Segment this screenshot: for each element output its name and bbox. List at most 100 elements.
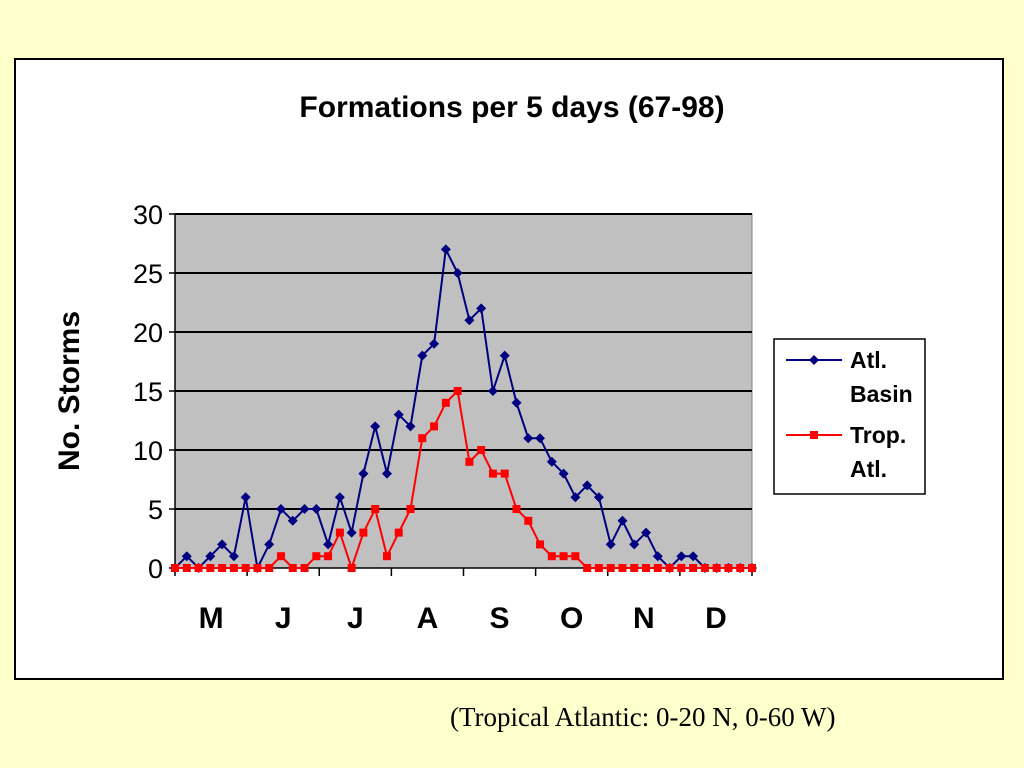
data-point-square: [536, 540, 545, 549]
x-category-label: D: [705, 602, 727, 635]
data-point-square: [571, 552, 580, 561]
x-category-label: J: [347, 602, 364, 635]
data-point-diamond: [370, 421, 381, 432]
data-point-diamond: [676, 551, 687, 562]
data-point-diamond: [228, 551, 239, 562]
x-category-label: O: [560, 602, 583, 635]
data-point-square: [430, 422, 439, 431]
data-point-square: [324, 552, 333, 561]
data-point-square: [665, 564, 674, 572]
data-point-square: [300, 564, 309, 572]
data-point-diamond: [523, 433, 534, 444]
data-point-square: [689, 564, 698, 572]
data-point-square: [594, 564, 603, 572]
data-point-square: [394, 528, 403, 537]
y-tick-label: 15: [133, 377, 163, 407]
data-point-diamond: [629, 539, 640, 550]
legend-label: Atl.: [850, 347, 887, 373]
data-point-square: [218, 564, 227, 572]
data-point-square: [500, 469, 509, 478]
data-point-diamond: [393, 409, 404, 420]
data-point-square: [583, 564, 592, 572]
data-point-diamond: [334, 492, 345, 503]
data-point-square: [382, 552, 391, 561]
data-point-diamond: [452, 268, 463, 278]
y-tick-label: 10: [133, 436, 163, 466]
data-point-square: [276, 552, 285, 561]
legend-label: Atl.: [850, 456, 887, 482]
y-tick-label: 20: [133, 318, 163, 348]
data-point-diamond: [181, 551, 192, 562]
data-point-diamond: [429, 338, 440, 349]
data-point-square: [512, 505, 521, 513]
data-point-diamond: [511, 397, 522, 408]
data-point-diamond: [311, 504, 322, 514]
y-tick-label: 5: [148, 495, 163, 525]
data-point-diamond: [217, 539, 228, 550]
data-point-diamond: [323, 539, 334, 550]
data-point-square: [441, 398, 450, 407]
data-point-square: [547, 552, 556, 561]
y-tick-label: 30: [133, 200, 163, 230]
data-point-square: [347, 564, 356, 572]
data-point-square: [371, 505, 380, 513]
data-point-square: [712, 564, 721, 572]
x-category-label: J: [275, 602, 292, 635]
data-point-square: [477, 446, 486, 454]
data-point-diamond: [476, 303, 487, 314]
legend-marker-square: [810, 431, 818, 439]
data-point-diamond: [558, 468, 569, 479]
data-point-square: [418, 434, 427, 443]
data-point-diamond: [440, 244, 451, 255]
data-point-diamond: [535, 433, 546, 444]
x-category-label: N: [633, 602, 655, 635]
chart-svg: Formations per 5 days (67-98) 0 5 10 15 20 25…: [53, 91, 926, 635]
series-1: [171, 387, 756, 572]
data-point-diamond: [464, 315, 475, 326]
data-point-square: [182, 564, 191, 572]
data-point-square: [524, 516, 533, 525]
data-point-square: [312, 552, 321, 561]
data-point-square: [406, 505, 415, 513]
data-point-diamond: [605, 539, 616, 550]
data-point-square: [335, 528, 344, 537]
series-group: [170, 244, 757, 573]
data-point-square: [206, 564, 215, 572]
data-point-diamond: [275, 504, 286, 514]
data-point-square: [606, 564, 615, 572]
data-point-diamond: [499, 350, 510, 361]
data-point-square: [677, 564, 686, 572]
data-point-diamond: [264, 539, 275, 550]
legend: Atl. Basin Trop. Atl.: [773, 338, 926, 495]
series-line: [174, 245, 752, 572]
data-point-square: [642, 564, 651, 572]
x-category-label: M: [199, 602, 224, 635]
data-point-square: [724, 564, 733, 572]
legend-box: [773, 338, 926, 495]
data-point-diamond: [287, 515, 298, 526]
data-point-square: [465, 457, 474, 466]
data-point-diamond: [346, 527, 357, 538]
legend-marker-diamond: [809, 355, 819, 365]
data-point-diamond: [381, 468, 392, 479]
data-point-square: [171, 564, 179, 572]
data-point-square: [653, 564, 662, 572]
gridlines: [175, 213, 752, 510]
data-point-square: [194, 564, 203, 572]
x-category-label: A: [417, 602, 439, 635]
data-point-square: [265, 564, 274, 572]
data-point-diamond: [417, 350, 428, 361]
data-point-square: [559, 552, 568, 561]
data-point-square: [229, 564, 238, 572]
data-point-square: [736, 564, 745, 572]
legend-label: Basin: [850, 381, 913, 407]
data-point-square: [488, 469, 497, 478]
data-point-diamond: [582, 480, 593, 491]
footnote: (Tropical Atlantic: 0-20 N, 0-60 W): [450, 702, 836, 732]
chart-title: Formations per 5 days (67-98): [299, 91, 724, 124]
data-point-square: [359, 528, 368, 537]
data-point-square: [748, 564, 756, 572]
y-tick-label: 0: [148, 554, 163, 584]
data-point-square: [253, 564, 262, 572]
data-point-diamond: [358, 468, 369, 479]
